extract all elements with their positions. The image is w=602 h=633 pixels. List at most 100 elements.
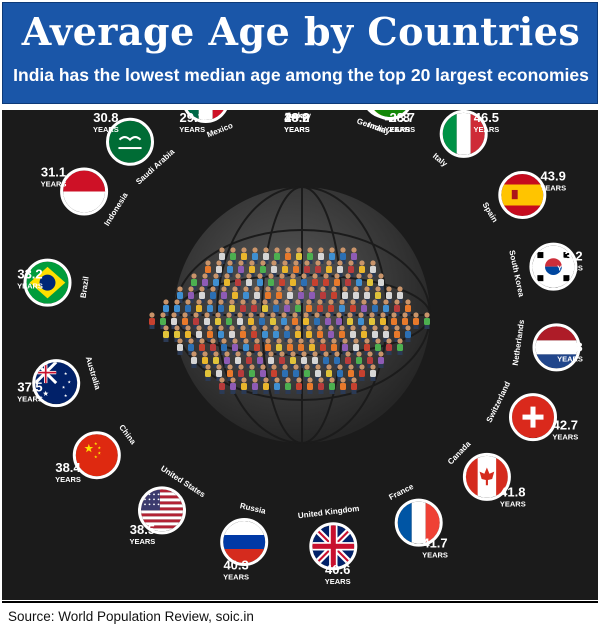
person-figure: [205, 364, 211, 381]
person-figure: [320, 286, 326, 303]
person-figure: [340, 247, 346, 264]
person-figure: [163, 325, 169, 342]
value-label: 38.5: [130, 522, 155, 537]
person-figure: [230, 377, 236, 394]
person-figure: [394, 299, 400, 316]
person-figure: [196, 299, 202, 316]
person-figure: [227, 364, 233, 381]
country-label: China: [117, 423, 138, 447]
person-figure: [287, 286, 293, 303]
person-figure: [359, 364, 365, 381]
person-figure: [287, 338, 293, 355]
person-figure: [281, 312, 287, 329]
person-figure: [325, 312, 331, 329]
person-figure: [315, 260, 321, 277]
person-figure: [270, 312, 276, 329]
person-figure: [265, 338, 271, 355]
person-figure: [185, 299, 191, 316]
unit-label: YEARS: [284, 125, 310, 134]
person-figure: [238, 260, 244, 277]
person-figure: [309, 338, 315, 355]
person-figure: [337, 260, 343, 277]
unit-label: YEARS: [500, 499, 526, 508]
person-figure: [218, 325, 224, 342]
person-figure: [375, 338, 381, 355]
person-figure: [351, 247, 357, 264]
person-figure: [306, 325, 312, 342]
page-subtitle: India has the lowest median age among th…: [13, 65, 589, 85]
value-label: 37.5: [17, 379, 42, 394]
value-label: 40.3: [223, 557, 248, 572]
person-figure: [219, 377, 225, 394]
united-states-flag-icon: [138, 486, 186, 535]
person-figure: [224, 351, 230, 368]
person-figure: [370, 260, 376, 277]
person-figure: [229, 325, 235, 342]
person-figure: [331, 338, 337, 355]
switzerland-flag-icon: [509, 393, 557, 442]
person-figure: [224, 273, 230, 290]
value-label: 38.4: [55, 460, 81, 475]
crowd-graphic: [149, 247, 430, 394]
person-figure: [361, 299, 367, 316]
person-figure: [359, 260, 365, 277]
person-figure: [296, 247, 302, 264]
value-label: 46.5: [474, 110, 499, 125]
person-figure: [238, 364, 244, 381]
person-figure: [196, 325, 202, 342]
person-figure: [334, 273, 340, 290]
person-figure: [252, 377, 258, 394]
person-figure: [303, 312, 309, 329]
person-figure: [254, 286, 260, 303]
country-label: United Kingdom: [297, 504, 359, 520]
person-figure: [248, 312, 254, 329]
person-figure: [279, 351, 285, 368]
person-figure: [216, 260, 222, 277]
value-label: 33.2: [17, 267, 42, 282]
person-figure: [221, 338, 227, 355]
indonesia-flag-icon: [60, 167, 109, 216]
person-figure: [380, 312, 386, 329]
person-figure: [342, 286, 348, 303]
person-figure: [276, 338, 282, 355]
value-label: 41.7: [422, 536, 447, 551]
person-figure: [312, 351, 318, 368]
person-figure: [188, 338, 194, 355]
country-label: France: [387, 482, 415, 502]
person-figure: [386, 286, 392, 303]
person-figure: [307, 247, 313, 264]
person-figure: [230, 247, 236, 264]
person-figure: [342, 338, 348, 355]
value-label: 40.6: [325, 562, 350, 577]
value-label: 43.9: [541, 169, 566, 184]
person-figure: [383, 325, 389, 342]
value-label: 31.1: [41, 165, 66, 180]
person-figure: [364, 338, 370, 355]
person-figure: [149, 312, 155, 329]
person-figure: [260, 364, 266, 381]
person-figure: [191, 351, 197, 368]
value-label: 30.8: [93, 110, 118, 125]
person-figure: [202, 351, 208, 368]
person-figure: [249, 260, 255, 277]
person-figure: [293, 260, 299, 277]
person-figure: [274, 247, 280, 264]
person-figure: [391, 312, 397, 329]
person-figure: [320, 338, 326, 355]
person-figure: [340, 377, 346, 394]
person-figure: [260, 260, 266, 277]
netherlands-flag-icon: [532, 323, 581, 372]
person-figure: [177, 338, 183, 355]
country-label: Russia: [239, 501, 267, 516]
page-title: Average Age by Countries: [21, 9, 581, 54]
person-figure: [329, 377, 335, 394]
